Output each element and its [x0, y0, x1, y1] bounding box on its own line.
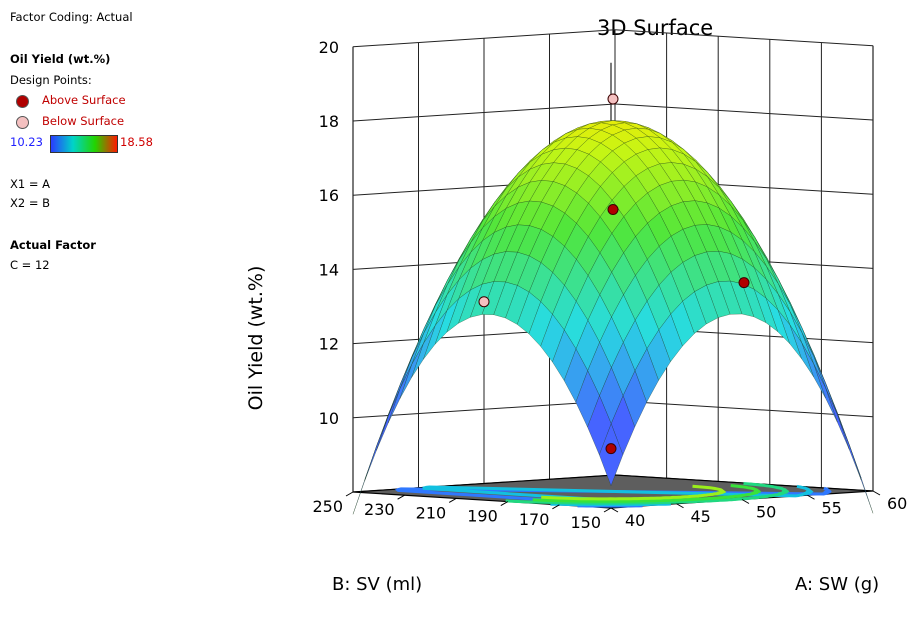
floor-contour-line	[422, 484, 814, 507]
response-title: Oil Yield (wt.%)	[10, 52, 111, 66]
chart-title: 3D Surface	[597, 16, 714, 40]
y-tick-mark	[397, 494, 405, 500]
y-tick-label: 170	[519, 510, 550, 529]
design-point	[738, 277, 750, 289]
below-surface-label: Below Surface	[42, 114, 125, 128]
design-point	[478, 296, 490, 308]
x-tick-mark	[676, 503, 684, 509]
z-tick-label: 12	[319, 335, 339, 354]
x-tick-label: 45	[691, 507, 711, 526]
color-range-low: 10.23	[10, 135, 43, 149]
z-tick-label: 14	[319, 260, 339, 279]
y-tick-label: 250	[312, 497, 343, 516]
x-tick-label: 60	[887, 494, 907, 513]
z-tick-label: 20	[319, 38, 339, 57]
actual-factor-value: C = 12	[10, 258, 50, 272]
x-tick-mark	[872, 490, 881, 496]
z-tick-label: 18	[319, 112, 339, 131]
surface-cell	[399, 343, 424, 399]
x-tick-mark	[807, 494, 815, 500]
x-tick-label: 55	[822, 498, 842, 517]
factor-coding-label: Factor Coding: Actual	[10, 10, 133, 24]
design-point	[607, 93, 619, 105]
y-tick-mark	[345, 491, 354, 497]
y-axis-title: B: SV (ml)	[332, 574, 422, 595]
floor-contour-line	[541, 484, 727, 501]
above-surface-label: Above Surface	[42, 93, 126, 107]
x2-mapping: X2 = B	[10, 196, 51, 210]
z-tick-label: 16	[319, 186, 339, 205]
color-range-high: 18.58	[120, 135, 153, 149]
y-tick-mark	[500, 501, 509, 507]
wall-gridline	[614, 103, 874, 121]
y-tick-mark	[552, 504, 560, 510]
floor-contour-line	[505, 482, 790, 505]
y-tick-label: 190	[467, 507, 498, 526]
surface-cell	[376, 388, 401, 451]
surface-cell	[825, 387, 850, 450]
x-axis-title: A: SW (g)	[795, 574, 879, 595]
x-tick-mark	[741, 499, 750, 504]
x-tick-label: 40	[625, 511, 645, 530]
wall-gridline	[614, 400, 874, 418]
y-tick-mark	[448, 497, 457, 503]
surface-cell	[599, 422, 624, 487]
floor-contour-line	[532, 484, 762, 503]
design-point	[605, 443, 617, 455]
x-tick-label: 50	[756, 503, 776, 522]
design-point	[607, 204, 619, 216]
above-surface-marker	[16, 95, 29, 108]
y-tick-label: 230	[364, 500, 395, 519]
color-gradient-bar	[50, 135, 118, 153]
x-tick-mark	[610, 507, 619, 513]
wall-gridline	[614, 29, 874, 47]
design-points-label: Design Points:	[10, 73, 92, 87]
y-tick-mark	[603, 507, 612, 513]
z-tick-label: 10	[319, 409, 339, 428]
x1-mapping: X1 = A	[10, 177, 51, 191]
y-tick-label: 150	[570, 513, 601, 532]
z-axis-title: Oil Yield (wt.%)	[245, 266, 267, 411]
y-tick-label: 210	[416, 503, 447, 522]
below-surface-marker	[16, 116, 29, 129]
actual-factor-title: Actual Factor	[10, 238, 96, 252]
surface-cell	[813, 356, 838, 416]
